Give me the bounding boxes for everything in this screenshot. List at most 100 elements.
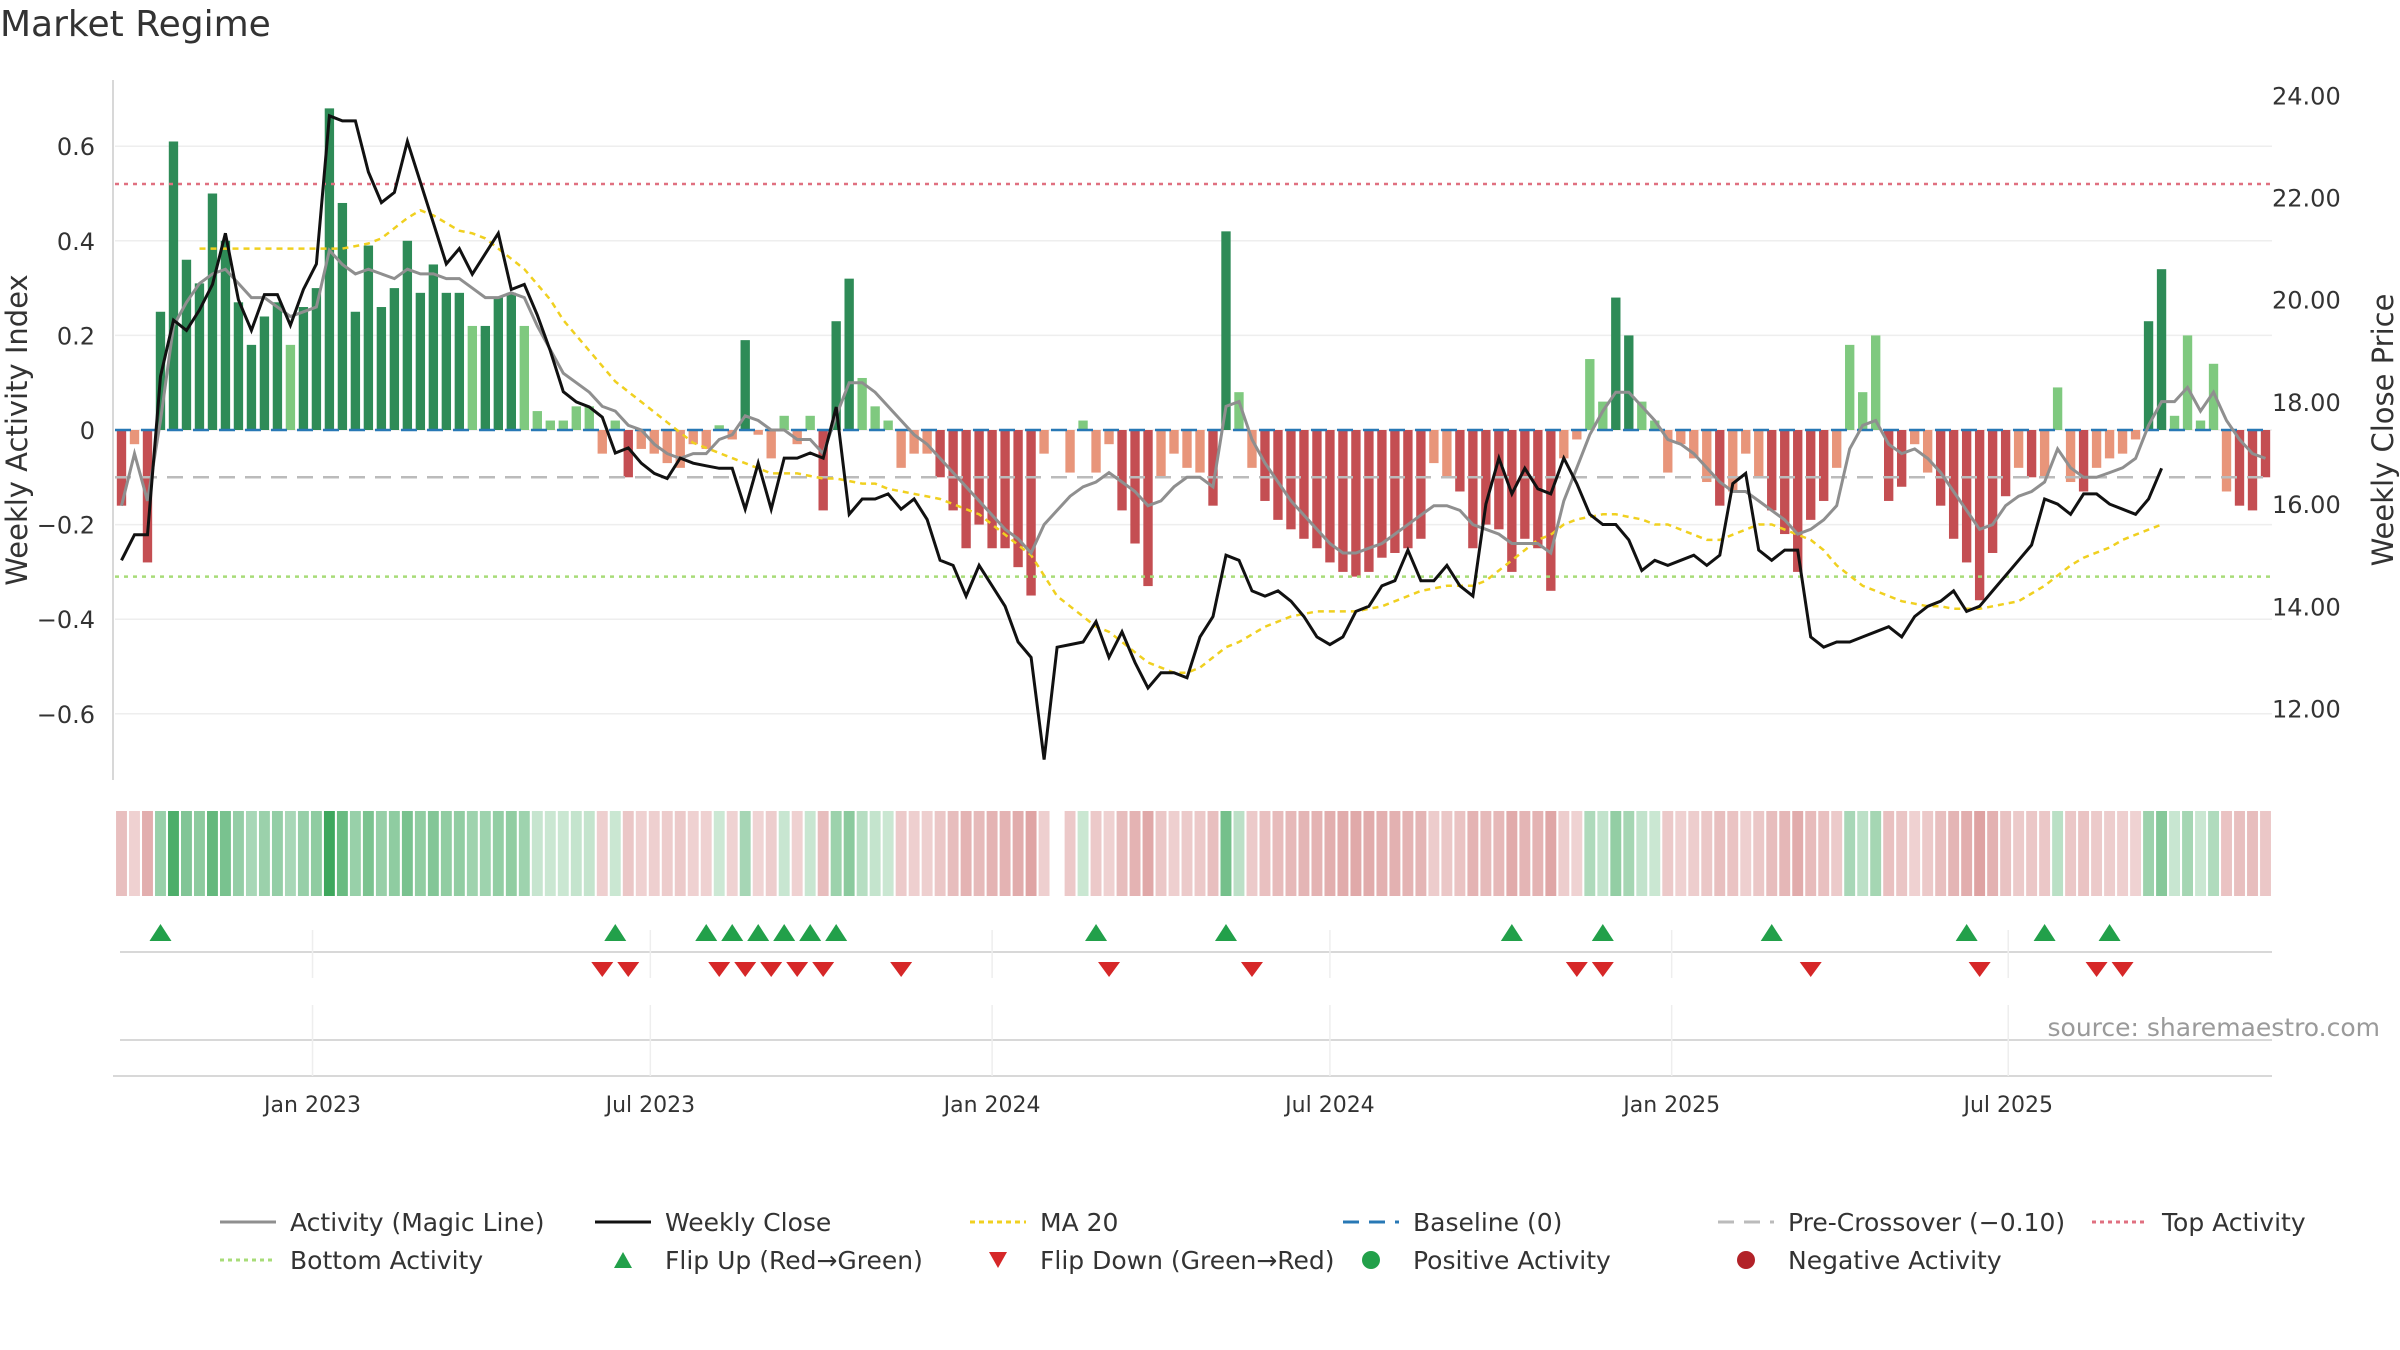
activity-bar	[506, 292, 516, 430]
weekly-close-line	[120, 113, 2163, 760]
regime-cell	[2247, 811, 2258, 896]
legend-bottom-activity: Bottom Activity	[220, 1243, 483, 1277]
legend: Activity (Magic Line) Weekly Close MA 20…	[0, 1205, 2400, 1295]
flip-down-marker	[708, 962, 731, 977]
regime-cell	[1337, 811, 1349, 896]
activity-bar	[1130, 430, 1140, 544]
regime-cell	[1467, 811, 1479, 896]
flip-up-marker	[149, 924, 172, 941]
regime-cell	[1298, 811, 1310, 896]
regime-cell	[622, 811, 634, 896]
activity-bar	[1624, 335, 1634, 430]
activity-bar	[987, 430, 997, 549]
regime-cell	[1831, 811, 1843, 896]
regime-cell	[1597, 811, 1609, 896]
regime-cell	[596, 811, 608, 896]
activity-bar	[259, 316, 270, 430]
regime-cell	[973, 811, 985, 896]
activity-bar	[623, 430, 633, 478]
legend-flip-up: Flip Up (Red→Green)	[595, 1243, 923, 1277]
flip-down-marker	[1968, 962, 1991, 977]
activity-bar	[610, 420, 620, 430]
x-tick-label: Jan 2024	[942, 1093, 1041, 1118]
activity-bar	[2234, 430, 2245, 506]
activity-bar	[1468, 430, 1478, 549]
activity-bar	[415, 292, 426, 430]
activity-bar	[1935, 430, 1946, 506]
activity-bar	[597, 430, 607, 454]
regime-cell	[401, 811, 413, 896]
activity-bar	[1507, 430, 1517, 572]
activity-bar	[1858, 392, 1868, 430]
activity-bar	[1546, 430, 1556, 591]
regime-cell	[1714, 811, 1726, 896]
regime-cell	[142, 811, 153, 896]
regime-cell	[960, 811, 972, 896]
regime-cell	[882, 811, 894, 896]
regime-cell	[414, 811, 426, 896]
activity-bar	[1961, 430, 1972, 563]
legend-flip-down-label: Flip Down (Green→Red)	[1040, 1245, 1335, 1275]
activity-bar	[1416, 430, 1426, 539]
flip-down-marker	[591, 962, 614, 977]
regime-cell	[2104, 811, 2116, 896]
regime-cell	[1025, 811, 1037, 896]
y-right-tick-label: 14.00	[2272, 593, 2341, 621]
activity-bar	[831, 321, 841, 430]
activity-bar	[2130, 430, 2141, 440]
regime-cell	[713, 811, 725, 896]
y-right-axis-title: Weekly Close Price	[2366, 294, 2400, 567]
regime-cell	[1402, 811, 1414, 896]
regime-cell	[609, 811, 621, 896]
regime-cell	[349, 811, 361, 896]
regime-cell	[934, 811, 946, 896]
regime-cell	[2117, 811, 2129, 896]
flip-down-marker	[2111, 962, 2134, 977]
activity-bar	[2208, 363, 2219, 430]
activity-bar	[363, 245, 374, 430]
x-axis-ticks: Jan 2023 Jul 2023 Jan 2024 Jul 2024 Jan 2025…	[113, 930, 2272, 1118]
source-note: source: sharemaestro.com	[2047, 1013, 2381, 1042]
regime-cell	[2130, 811, 2142, 896]
activity-bar	[558, 420, 568, 430]
page-title: Market Regime	[0, 4, 271, 45]
activity-bar	[1026, 430, 1036, 596]
flip-down-marker	[812, 962, 835, 977]
activity-bar	[532, 411, 542, 430]
flip-up-marker	[1955, 924, 1978, 941]
activity-bar	[1845, 344, 1855, 430]
regime-cell	[1103, 811, 1115, 896]
legend-flip-down: Flip Down (Green→Red)	[970, 1243, 1335, 1277]
flip-up-marker	[1500, 924, 1523, 941]
y-left-axis-title: Weekly Activity Index	[0, 274, 34, 585]
activity-bar	[1871, 335, 1881, 430]
flip-down-marker	[617, 962, 640, 977]
regime-cell	[1194, 811, 1206, 896]
regime-cell	[791, 811, 803, 896]
regime-cell	[181, 811, 192, 896]
activity-bar	[116, 430, 127, 506]
activity-bar	[1091, 430, 1101, 473]
activity-bar	[1286, 430, 1296, 530]
activity-bar	[1403, 430, 1413, 549]
regime-cell	[856, 811, 868, 896]
regime-cell	[1454, 811, 1466, 896]
regime-cell	[1519, 811, 1531, 896]
regime-cell	[194, 811, 205, 896]
activity-bar	[246, 344, 257, 430]
legend-flip-up-swatch	[614, 1252, 632, 1268]
activity-bar	[1689, 430, 1699, 459]
activity-bar	[1637, 401, 1647, 430]
regime-cell	[1428, 811, 1440, 896]
activity-bar	[2000, 430, 2011, 497]
regime-cell	[869, 811, 881, 896]
activity-bar	[1987, 430, 1998, 553]
activity-bar	[1078, 420, 1088, 430]
flip-up-marker	[721, 924, 744, 941]
activity-bar	[1559, 430, 1569, 459]
regime-cell	[817, 811, 829, 896]
legend-ma20-label: MA 20	[1040, 1207, 1119, 1237]
activity-bar	[1806, 430, 1816, 520]
regime-cell	[778, 811, 790, 896]
activity-bar	[2221, 430, 2232, 492]
